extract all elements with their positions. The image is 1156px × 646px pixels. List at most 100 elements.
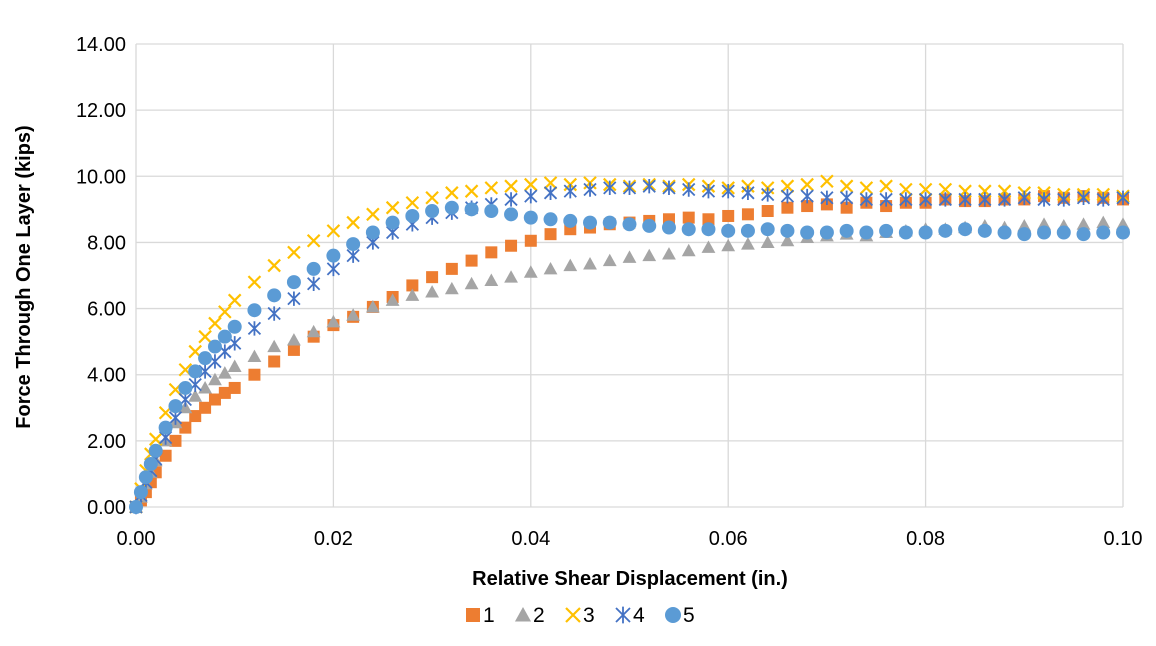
series-plot-area bbox=[129, 174, 1130, 515]
data-point-series-3 bbox=[504, 179, 518, 193]
data-point-series-3 bbox=[524, 177, 538, 192]
data-point-series-5 bbox=[701, 222, 716, 237]
data-point-series-4 bbox=[918, 192, 933, 207]
data-point-series-5 bbox=[997, 225, 1012, 240]
data-point-series-4 bbox=[326, 261, 341, 277]
data-point-series-4 bbox=[938, 192, 952, 207]
legend-label: 1 bbox=[483, 604, 495, 627]
data-point-series-5 bbox=[138, 470, 153, 485]
data-point-series-2 bbox=[523, 265, 538, 278]
data-point-series-1 bbox=[761, 205, 774, 218]
data-point-series-2 bbox=[405, 288, 420, 301]
data-point-series-3 bbox=[267, 258, 281, 273]
data-point-series-4 bbox=[603, 180, 617, 196]
data-point-series-3 bbox=[425, 191, 439, 205]
data-point-series-5 bbox=[444, 200, 459, 215]
data-point-series-1 bbox=[287, 343, 300, 356]
y-tick-label: 12.00 bbox=[76, 100, 126, 122]
data-point-series-3 bbox=[198, 329, 212, 344]
data-point-series-5 bbox=[681, 222, 696, 237]
data-point-series-5 bbox=[800, 225, 815, 240]
data-point-series-5 bbox=[839, 223, 854, 238]
data-point-series-3 bbox=[820, 174, 834, 189]
data-point-series-2 bbox=[267, 339, 282, 353]
data-point-series-3 bbox=[326, 224, 341, 238]
data-point-series-1 bbox=[228, 381, 241, 394]
data-point-series-3 bbox=[208, 316, 222, 331]
data-point-series-5 bbox=[405, 208, 420, 223]
data-point-series-2 bbox=[326, 314, 341, 328]
data-point-series-1 bbox=[702, 213, 715, 226]
legend-marker bbox=[514, 606, 532, 622]
data-point-series-4 bbox=[583, 182, 597, 197]
data-point-series-4 bbox=[563, 183, 577, 199]
data-point-series-1 bbox=[208, 393, 221, 406]
data-point-series-2 bbox=[563, 258, 578, 272]
data-point-series-4 bbox=[978, 192, 992, 207]
data-point-series-1 bbox=[218, 386, 231, 399]
legend-label: 4 bbox=[633, 604, 645, 627]
data-point-series-5 bbox=[326, 248, 341, 263]
data-point-series-1 bbox=[199, 401, 212, 414]
data-point-series-5 bbox=[602, 215, 617, 230]
data-point-series-4 bbox=[1037, 192, 1051, 207]
data-point-series-2 bbox=[287, 333, 301, 346]
data-point-series-3 bbox=[405, 195, 420, 210]
data-point-series-3 bbox=[385, 200, 400, 215]
legend-item-5: 5 bbox=[665, 604, 695, 627]
data-point-series-5 bbox=[178, 380, 193, 395]
data-point-series-4 bbox=[267, 306, 281, 321]
data-point-series-2 bbox=[217, 366, 232, 379]
data-point-series-5 bbox=[143, 457, 158, 472]
x-axis-title: Relative Shear Displacement (in.) bbox=[472, 568, 788, 590]
data-point-series-5 bbox=[1096, 225, 1111, 240]
data-point-series-4 bbox=[1057, 192, 1071, 207]
data-point-series-3 bbox=[879, 179, 893, 193]
data-point-series-4 bbox=[247, 321, 262, 336]
data-point-series-2 bbox=[602, 253, 617, 267]
y-tick-label: 0.00 bbox=[87, 497, 126, 519]
data-point-series-2 bbox=[385, 293, 400, 306]
data-point-series-5 bbox=[1116, 225, 1130, 240]
legend-item-2: 2 bbox=[514, 604, 545, 627]
data-point-series-1 bbox=[781, 201, 794, 214]
data-point-series-3 bbox=[899, 182, 913, 197]
data-point-series-1 bbox=[445, 262, 458, 275]
data-point-series-5 bbox=[148, 443, 163, 458]
series-5 bbox=[129, 200, 1130, 514]
data-point-series-4 bbox=[287, 291, 301, 306]
data-point-series-2 bbox=[198, 381, 212, 394]
data-point-series-2 bbox=[227, 359, 242, 372]
data-point-series-3 bbox=[800, 177, 814, 192]
legend-marker bbox=[615, 606, 631, 624]
data-point-series-4 bbox=[622, 180, 637, 196]
data-point-series-5 bbox=[1037, 225, 1052, 240]
data-point-series-4 bbox=[1116, 190, 1130, 205]
data-point-series-4 bbox=[543, 185, 558, 201]
data-point-series-5 bbox=[898, 225, 913, 240]
data-point-series-1 bbox=[426, 271, 439, 284]
data-point-series-5 bbox=[425, 204, 440, 219]
data-point-series-3 bbox=[484, 181, 499, 195]
y-tick-label: 6.00 bbox=[87, 299, 126, 321]
data-point-series-5 bbox=[217, 329, 232, 344]
data-point-series-3 bbox=[346, 215, 360, 230]
data-point-series-2 bbox=[208, 372, 222, 386]
data-point-series-1 bbox=[268, 355, 281, 368]
data-point-series-1 bbox=[544, 228, 557, 241]
data-point-series-3 bbox=[543, 176, 558, 190]
data-point-series-4 bbox=[761, 187, 775, 202]
data-point-series-5 bbox=[918, 225, 933, 240]
data-point-series-5 bbox=[879, 223, 894, 238]
legend-marker bbox=[665, 607, 681, 623]
data-point-series-3 bbox=[464, 184, 479, 198]
data-point-series-3 bbox=[780, 179, 795, 193]
x-tick-label: 0.08 bbox=[906, 528, 945, 550]
data-point-series-4 bbox=[820, 190, 834, 205]
data-point-series-5 bbox=[563, 213, 578, 228]
data-point-series-4 bbox=[1096, 192, 1110, 207]
data-point-series-5 bbox=[346, 237, 361, 252]
data-point-series-4 bbox=[307, 276, 321, 291]
data-point-series-1 bbox=[801, 200, 814, 213]
data-point-series-2 bbox=[583, 257, 597, 270]
